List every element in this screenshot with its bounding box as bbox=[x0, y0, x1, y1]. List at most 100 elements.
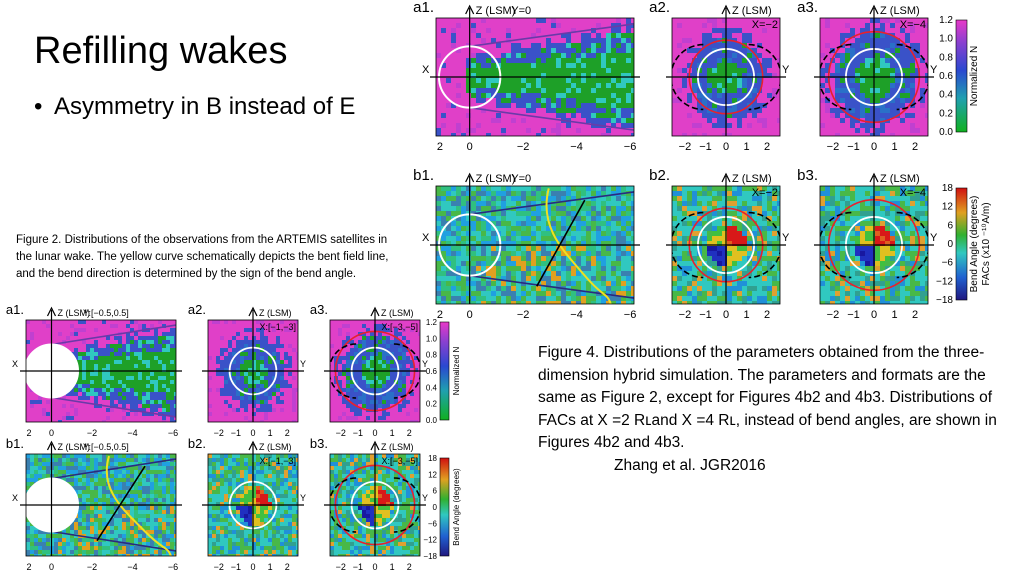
colorbar-tick: 1.2 bbox=[939, 15, 953, 26]
colorbar-tick: 0.8 bbox=[426, 351, 438, 360]
tick-label: 2 bbox=[407, 428, 412, 438]
axis-z-label: Z (LSM) bbox=[732, 173, 772, 185]
colorbar-gradient bbox=[955, 19, 968, 133]
axis-arrow-icon bbox=[248, 306, 258, 317]
tick-label: −2 bbox=[827, 309, 840, 321]
axis-z-label: Z (LSM) bbox=[381, 442, 414, 452]
colorbar-gradient bbox=[955, 187, 968, 301]
citation: Zhang et al. JGR2016 bbox=[614, 456, 766, 474]
tick-label: 2 bbox=[26, 562, 31, 572]
axis-y-label: Y bbox=[300, 359, 306, 369]
axis-y-label: Y bbox=[930, 232, 938, 244]
axis-z-label: Z (LSM) bbox=[476, 5, 516, 17]
colorbar-tick: 12 bbox=[942, 202, 954, 213]
colorbar-tick: −18 bbox=[423, 552, 437, 561]
axis-arrow-icon bbox=[721, 4, 731, 15]
axis-z-label: Z (LSM) bbox=[381, 308, 414, 318]
tick-label: 2 bbox=[437, 141, 443, 153]
tick-label: −1 bbox=[847, 309, 860, 321]
colorbar-tick: 0 bbox=[433, 503, 438, 512]
tick-label: 0 bbox=[467, 309, 473, 321]
colorbar-b-fig4: 18 12 6 0 −6 −12 −18 Bend Angle (degrees) FACs (… bbox=[936, 183, 992, 306]
panel-note: Y:[−0.5,0.5] bbox=[83, 442, 129, 452]
colorbar-gradient bbox=[439, 457, 450, 557]
figure4: a1. Z (LSM)Y=0X2 0 −2 −4 −6a2. Z (LSM)X=−2Y−2−… bbox=[413, 0, 992, 321]
axis-z-label: Z (LSM) bbox=[476, 173, 516, 185]
tick-label: −6 bbox=[624, 141, 637, 153]
colorbar-tick: 18 bbox=[942, 183, 954, 194]
bullet-dot-icon: • bbox=[34, 93, 43, 120]
colorbar-tick: 0.6 bbox=[426, 367, 438, 376]
panel-note: X=−4 bbox=[900, 19, 926, 31]
tick-label: −4 bbox=[127, 562, 137, 572]
tick-label: 1 bbox=[268, 562, 273, 572]
tick-label: −1 bbox=[231, 562, 241, 572]
panel-a3: a3. Z (LSM) X=−4 Y −2 −1 0 1 2 bbox=[797, 0, 938, 153]
panel-label: a1. bbox=[6, 302, 24, 317]
tick-label: −2 bbox=[517, 141, 530, 153]
tick-label: −1 bbox=[699, 141, 712, 153]
tick-label: 0 bbox=[871, 309, 877, 321]
colorbar-b-fig2: 18 12 6 0 −6 −12 −18 Bend Angle (degrees) bbox=[423, 454, 461, 561]
axis-z-label: Z (LSM) bbox=[880, 173, 920, 185]
panel-note: X:[−3,−5] bbox=[381, 456, 418, 466]
tick-label: −1 bbox=[699, 309, 712, 321]
tick-label: 0 bbox=[723, 309, 729, 321]
panel-note: X=−4 bbox=[900, 187, 926, 199]
colorbar-tick: 12 bbox=[428, 470, 437, 479]
axis-x-label: X bbox=[12, 359, 18, 369]
tick-label: −1 bbox=[353, 562, 363, 572]
panel-b1: b1. Z (LSM)Y=0 X 2 0 −2 −4 −6 bbox=[413, 167, 640, 321]
panel-label: b2. bbox=[649, 167, 670, 184]
tick-label: 0 bbox=[250, 428, 255, 438]
panel-note: Y=0 bbox=[511, 173, 531, 185]
colorbar-gradient bbox=[439, 321, 450, 421]
colorbar-tick: 0 bbox=[947, 239, 953, 250]
axis-z-label: Z (LSM) bbox=[58, 308, 91, 318]
colorbar-tick: 0.0 bbox=[426, 416, 438, 425]
panel-label: a2. bbox=[188, 302, 206, 317]
tick-label: 2 bbox=[285, 562, 290, 572]
tick-label: 2 bbox=[407, 562, 412, 572]
panel-label: b3. bbox=[797, 167, 818, 184]
tick-label: 0 bbox=[49, 562, 54, 572]
tick-label: −2 bbox=[679, 309, 692, 321]
panel-note: X=−2 bbox=[752, 187, 778, 199]
tick-label: −2 bbox=[336, 562, 346, 572]
panel-a2: a2. Z (LSM) X:[−1,−3] Y −2 −1 0 1 2 bbox=[188, 302, 306, 438]
panel-label: a1. bbox=[413, 0, 434, 16]
axis-arrow-icon bbox=[465, 4, 475, 15]
axis-arrow-icon bbox=[46, 306, 57, 317]
tick-label: 0 bbox=[372, 428, 377, 438]
panel-label: a2. bbox=[649, 0, 670, 16]
tick-label: 2 bbox=[912, 141, 918, 153]
panel-label: b1. bbox=[413, 167, 434, 184]
panel-b2: b2. Z (LSM) X=−2 Y −2 −1 0 1 2 bbox=[649, 167, 790, 321]
panel-a3: a3. Z (LSM) X:[−3,−5] Y −2 −1 0 1 2 bbox=[310, 302, 428, 438]
axis-arrow-icon bbox=[869, 172, 879, 183]
panel-note: X:[−1,−3] bbox=[259, 322, 296, 332]
panel-b3: b3. Z (LSM) X:[−3,−5] Y −2 −1 0 1 2 bbox=[310, 436, 428, 572]
tick-label: −1 bbox=[847, 141, 860, 153]
tick-label: 0 bbox=[723, 141, 729, 153]
colorbar-tick: −18 bbox=[936, 295, 953, 306]
tick-label: 0 bbox=[250, 562, 255, 572]
bullet-item: • Asymmetry in B instead of E bbox=[34, 92, 404, 122]
colorbar-label: Bend Angle (degrees) bbox=[452, 468, 461, 546]
panel-a2: a2. Z (LSM) X=−2 Y −2 −1 0 1 2 bbox=[649, 0, 790, 153]
tick-label: −4 bbox=[127, 428, 137, 438]
panel-b3: b3. Z (LSM) X=−4 Y −2 −1 0 1 2 bbox=[797, 167, 938, 321]
axis-y-label: Y bbox=[930, 64, 938, 76]
axis-x-label: X bbox=[12, 493, 18, 503]
axis-arrow-icon bbox=[248, 440, 258, 451]
tick-label: 0 bbox=[372, 562, 377, 572]
tick-label: 0 bbox=[467, 141, 473, 153]
figure4-caption: Figure 4. Distributions of the parameter… bbox=[538, 342, 1016, 477]
tick-label: −2 bbox=[679, 141, 692, 153]
tick-label: −6 bbox=[624, 309, 637, 321]
axis-y-label: Y bbox=[782, 64, 790, 76]
tick-label: −2 bbox=[87, 428, 97, 438]
panel-label: b1. bbox=[6, 436, 24, 451]
bullet-text: Asymmetry in B instead of E bbox=[54, 93, 356, 120]
